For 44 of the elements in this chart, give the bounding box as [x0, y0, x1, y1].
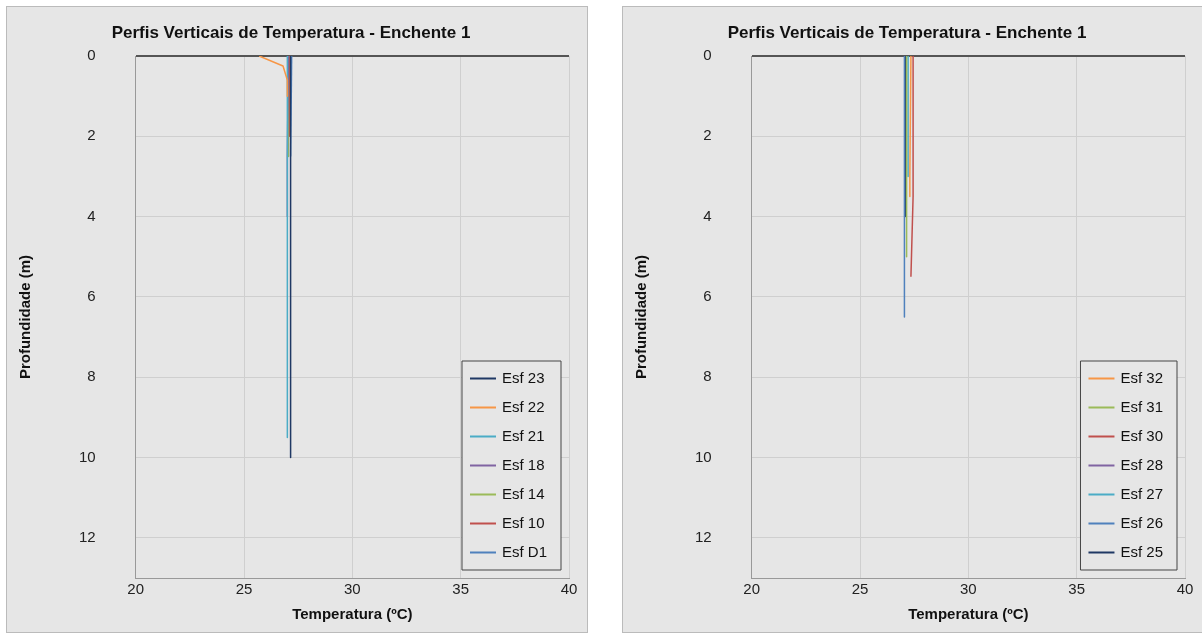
- y-tick-label: 12: [79, 527, 96, 545]
- legend-label: Esf 30: [1120, 426, 1164, 444]
- y-tick-label: 0: [703, 46, 712, 64]
- y-axis-title: Profundidade (m): [632, 254, 650, 380]
- legend-label: Esf 22: [501, 397, 545, 415]
- y-tick-label: 4: [87, 206, 96, 224]
- x-tick-label: 20: [743, 580, 761, 598]
- x-tick-label: 25: [851, 580, 869, 598]
- x-tick-label: 30: [344, 580, 361, 598]
- x-tick-label: 40: [1176, 580, 1194, 598]
- legend-label: Esf 26: [1120, 513, 1164, 531]
- x-axis-title: Temperatura (ºC): [292, 605, 413, 623]
- y-tick-label: 10: [695, 447, 712, 465]
- y-tick-label: 12: [695, 527, 712, 545]
- y-tick-label: 0: [87, 46, 96, 64]
- y-tick-label: 2: [703, 126, 712, 144]
- y-tick-label: 8: [703, 367, 712, 385]
- legend-label: Esf 18: [501, 455, 545, 473]
- legend-label: Esf 23: [501, 368, 545, 386]
- chart-title: Perfis Verticais de Temperatura - Enchente 1: [111, 23, 471, 43]
- legend-label: Esf 31: [1120, 397, 1164, 415]
- y-tick-label: 6: [703, 287, 712, 305]
- y-tick-label: 8: [87, 367, 96, 385]
- legend-label: Esf 28: [1120, 455, 1164, 473]
- y-tick-label: 6: [87, 287, 96, 305]
- legend-label: Esf 10: [501, 513, 545, 531]
- y-tick-label: 4: [703, 206, 712, 224]
- x-tick-label: 35: [452, 580, 470, 598]
- x-axis-title: Temperatura (ºC): [908, 605, 1029, 623]
- legend-label: Esf 32: [1120, 368, 1164, 386]
- x-tick-label: 30: [960, 580, 977, 598]
- y-tick-label: 2: [87, 126, 96, 144]
- legend-label: Esf 27: [1120, 484, 1164, 502]
- x-tick-label: 40: [560, 580, 578, 598]
- x-tick-label: 20: [127, 580, 145, 598]
- y-tick-label: 10: [79, 447, 96, 465]
- legend-label: Esf 25: [1120, 542, 1164, 560]
- legend-label: Esf D1: [501, 542, 547, 560]
- y-axis-title: Profundidade (m): [16, 254, 34, 380]
- legend-label: Esf 14: [501, 484, 545, 502]
- chart-title: Perfis Verticais de Temperatura - Enchente 1: [727, 23, 1087, 43]
- legend-label: Esf 21: [501, 426, 545, 444]
- x-tick-label: 25: [235, 580, 253, 598]
- x-tick-label: 35: [1068, 580, 1086, 598]
